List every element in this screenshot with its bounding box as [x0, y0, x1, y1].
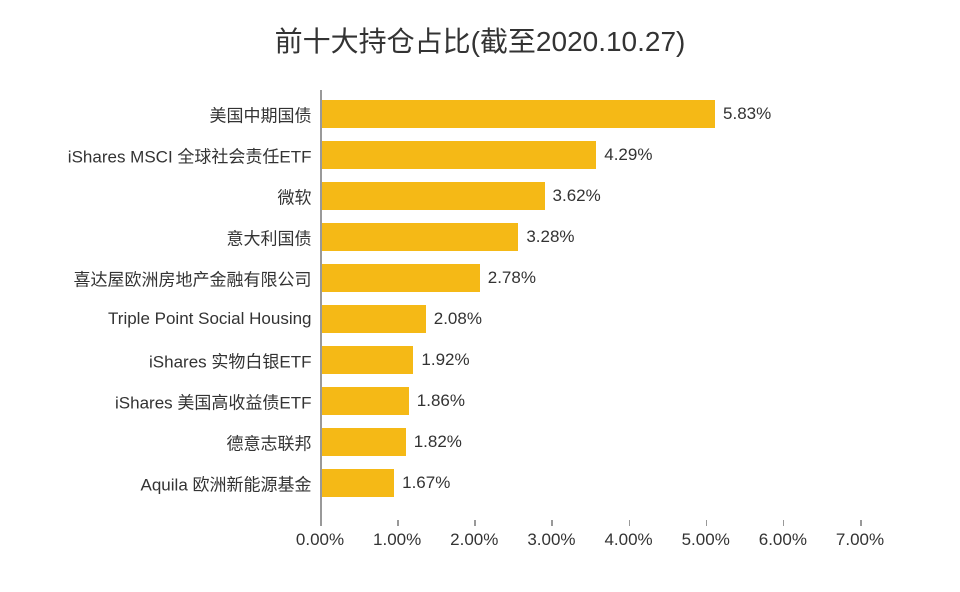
x-tick-label: 4.00% [604, 530, 652, 550]
bar-row: 意大利国债3.28% [322, 223, 575, 251]
bar-row: Aquila 欧洲新能源基金1.67% [322, 469, 451, 497]
bar-value-label: 1.92% [421, 350, 469, 370]
x-tick-label: 0.00% [296, 530, 344, 550]
bar-row: 喜达屋欧洲房地产金融有限公司2.78% [322, 264, 536, 292]
category-label: 意大利国债 [227, 225, 312, 250]
category-label: Triple Point Social Housing [108, 309, 311, 329]
bar [322, 223, 519, 251]
bar-value-label: 3.62% [553, 186, 601, 206]
x-axis: 0.00%1.00%2.00%3.00%4.00%5.00%6.00%7.00% [320, 520, 860, 560]
bar-row: 微软3.62% [322, 182, 601, 210]
category-label: iShares MSCI 全球社会责任ETF [68, 143, 312, 168]
category-label: 美国中期国债 [210, 102, 312, 127]
x-tick-label: 7.00% [836, 530, 884, 550]
bar-row: 美国中期国债5.83% [322, 100, 772, 128]
plot-area: 美国中期国债5.83% iShares MSCI 全球社会责任ETF4.29% 微软… [320, 90, 860, 560]
bar [322, 428, 406, 456]
bar-value-label: 2.78% [488, 268, 536, 288]
bar [322, 100, 716, 128]
x-tick-mark [629, 520, 631, 526]
bar-row: iShares 实物白银ETF1.92% [322, 346, 470, 374]
x-tick-mark [474, 520, 476, 526]
bar [322, 387, 409, 415]
bar-value-label: 5.83% [723, 104, 771, 124]
bars-container: 美国中期国债5.83% iShares MSCI 全球社会责任ETF4.29% 微软… [320, 100, 860, 510]
x-tick-label: 5.00% [682, 530, 730, 550]
category-label: Aquila 欧洲新能源基金 [141, 471, 312, 496]
bar [322, 141, 597, 169]
x-tick-mark [706, 520, 708, 526]
holdings-chart: 前十大持仓占比(截至2020.10.27) 美国中期国债5.83%iShares… [40, 20, 920, 580]
x-tick-mark [783, 520, 785, 526]
bar-row: Triple Point Social Housing2.08% [322, 305, 482, 333]
bar [322, 346, 414, 374]
bar-value-label: 3.28% [526, 227, 574, 247]
bar-row: iShares 美国高收益债ETF1.86% [322, 387, 465, 415]
bar-value-label: 2.08% [434, 309, 482, 329]
category-label: iShares 美国高收益债ETF [115, 389, 311, 414]
bar-row: 德意志联邦1.82% [322, 428, 462, 456]
x-tick-label: 6.00% [759, 530, 807, 550]
bar-value-label: 1.86% [417, 391, 465, 411]
bar [322, 264, 480, 292]
bar [322, 469, 395, 497]
category-label: 微软 [278, 184, 312, 209]
x-tick-mark [551, 520, 553, 526]
x-tick-mark [320, 520, 322, 526]
bar-value-label: 1.82% [414, 432, 462, 452]
bar-value-label: 1.67% [402, 473, 450, 493]
bar [322, 305, 426, 333]
x-tick-mark [860, 520, 862, 526]
bar [322, 182, 545, 210]
category-label: 喜达屋欧洲房地产金融有限公司 [74, 266, 312, 291]
x-tick-mark [397, 520, 399, 526]
category-label: 德意志联邦 [227, 430, 312, 455]
x-tick-label: 2.00% [450, 530, 498, 550]
x-tick-label: 3.00% [527, 530, 575, 550]
x-tick-label: 1.00% [373, 530, 421, 550]
category-label: iShares 实物白银ETF [149, 348, 311, 373]
bar-value-label: 4.29% [604, 145, 652, 165]
chart-title: 前十大持仓占比(截至2020.10.27) [40, 20, 920, 60]
bar-row: iShares MSCI 全球社会责任ETF4.29% [322, 141, 653, 169]
